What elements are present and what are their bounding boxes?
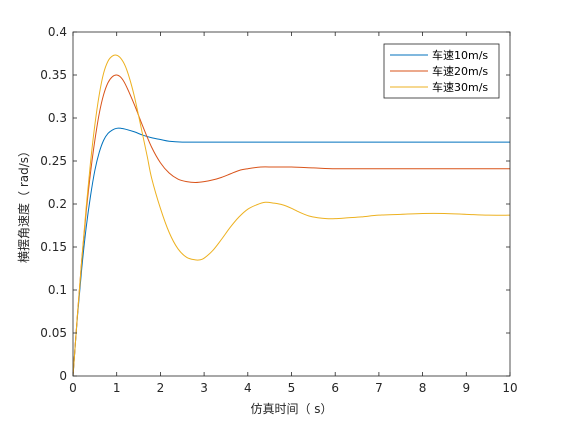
legend-label-3: 车速30m/s (432, 80, 488, 94)
x-tick-label: 0 (69, 381, 77, 395)
y-tick-label: 0 (59, 369, 67, 383)
y-tick-label: 0.35 (40, 68, 67, 82)
x-tick-label: 10 (502, 381, 517, 395)
x-tick-label: 3 (200, 381, 208, 395)
series-layer (72, 54, 511, 377)
x-tick-label: 9 (462, 381, 470, 395)
y-tick-label: 0.1 (48, 283, 67, 297)
y-tick-label: 0.3 (48, 111, 67, 125)
x-tick-label: 2 (157, 381, 165, 395)
y-axis-title: 横摆角速度（ rad/s） (16, 145, 31, 263)
y-tick-label: 0.25 (40, 154, 67, 168)
x-tick-label: 4 (244, 381, 252, 395)
legend-label-2: 车速20m/s (432, 64, 488, 78)
series-line-2 (72, 74, 510, 377)
legend: 车速10m/s 车速20m/s 车速30m/s (383, 43, 500, 99)
x-tick-label: 5 (288, 381, 296, 395)
x-tick-label: 7 (375, 381, 383, 395)
legend-label-1: 车速10m/s (432, 48, 488, 62)
x-tick-label: 6 (331, 381, 339, 395)
y-axis: 0 0.05 0.1 0.15 0.2 0.25 0.3 0.35 0.4 (40, 25, 510, 383)
x-tick-label: 8 (419, 381, 427, 395)
series-line-1 (72, 127, 510, 377)
series-line-3 (72, 54, 511, 377)
y-tick-label: 0.4 (48, 25, 67, 39)
x-tick-label: 1 (113, 381, 121, 395)
y-tick-label: 0.15 (40, 240, 67, 254)
x-axis-title: 仿真时间（ s） (250, 402, 332, 416)
y-tick-label: 0.05 (40, 326, 67, 340)
x-axis: 0 1 2 3 4 5 6 7 8 9 10 (69, 32, 518, 395)
y-tick-label: 0.2 (48, 197, 67, 211)
